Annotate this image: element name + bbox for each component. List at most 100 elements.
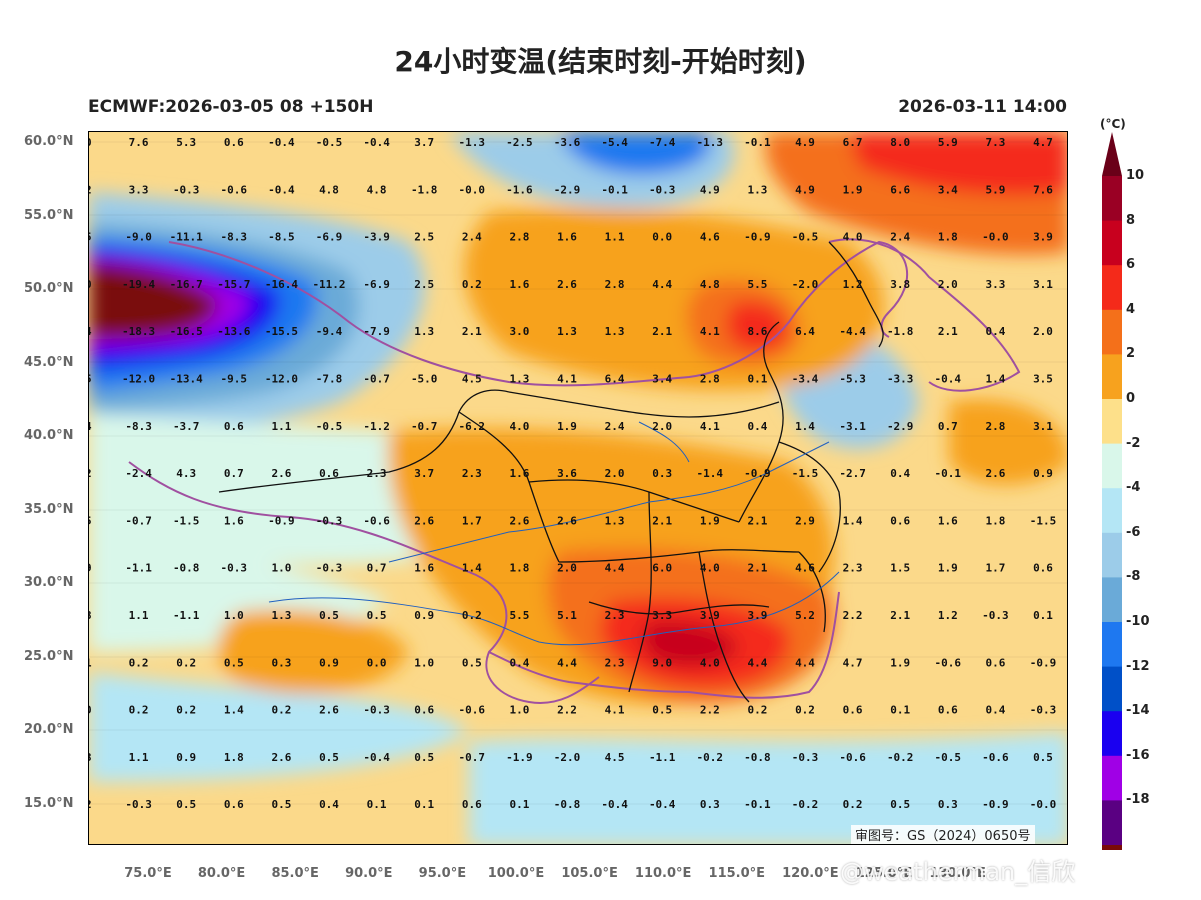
grid-value: 2.1 xyxy=(890,609,910,622)
grid-value: 2.0 xyxy=(1033,325,1053,338)
grid-value: 0.2 xyxy=(129,656,149,669)
grid-value: -0.6 xyxy=(221,183,248,196)
grid-value: 1.6 xyxy=(509,467,529,480)
grid-value: 0.9 xyxy=(319,656,339,669)
grid-value: 7.3 xyxy=(985,136,1005,149)
grid-value: 4.8 xyxy=(367,183,387,196)
grid-value: 3.4 xyxy=(652,373,672,386)
grid-value: 0.5 xyxy=(890,798,910,811)
grid-value: 2.6 xyxy=(557,514,577,527)
latitude-label: 15.0°N xyxy=(24,795,74,811)
colorbar-label: -8 xyxy=(1126,569,1141,585)
longitude-label: 105.0°E xyxy=(561,866,618,881)
grid-value: -6.2 xyxy=(459,420,486,433)
province-borders xyxy=(218,241,884,703)
grid-value: -2.7 xyxy=(839,467,866,480)
grid-value: 1.1 xyxy=(129,609,149,622)
grid-value: 4.4 xyxy=(747,656,767,669)
grid-value: -0.8 xyxy=(744,751,771,764)
grid-value: 4.1 xyxy=(605,704,625,717)
grid-value: 3.3 xyxy=(985,278,1005,291)
grid-value: 4.7 xyxy=(843,656,863,669)
grid-value: 1.6 xyxy=(509,278,529,291)
grid-value: 1.9 xyxy=(938,562,958,575)
grid-value: 4 xyxy=(89,420,92,433)
grid-value: 6.7 xyxy=(843,136,863,149)
grid-value: 1.3 xyxy=(557,325,577,338)
grid-value: 6.0 xyxy=(652,562,672,575)
grid-value: 3.3 xyxy=(652,609,672,622)
grid-value: 3.4 xyxy=(938,183,958,196)
colorbar-band xyxy=(1102,532,1122,578)
grid-value: 1.2 xyxy=(938,609,958,622)
grid-value: 0 xyxy=(89,136,92,149)
grid-value: 9.0 xyxy=(652,656,672,669)
colorbar-label: -4 xyxy=(1126,480,1141,496)
grid-value: 1.0 xyxy=(509,704,529,717)
grid-value: 2.4 xyxy=(605,420,625,433)
grid-value: 8.0 xyxy=(890,136,910,149)
chart-title: 24小时变温(结束时刻-开始时刻) xyxy=(394,45,807,78)
grid-value: -0.1 xyxy=(935,467,962,480)
colorbar-band xyxy=(1102,755,1122,801)
grid-value: -6.9 xyxy=(363,278,390,291)
grid-value: -0.3 xyxy=(316,514,343,527)
grid-value: 0.6 xyxy=(843,704,863,717)
grid-value: -1.2 xyxy=(363,420,390,433)
grid-value: -12.0 xyxy=(265,373,298,386)
grid-value: 4.0 xyxy=(509,420,529,433)
longitude-label: 130.0°E xyxy=(929,866,986,881)
grid-value: -0.7 xyxy=(459,751,486,764)
grid-value: -8.3 xyxy=(125,420,152,433)
grid-value: 0.1 xyxy=(890,704,910,717)
grid-value: 1.9 xyxy=(700,514,720,527)
grid-value: -0.3 xyxy=(649,183,676,196)
grid-value: 0.4 xyxy=(985,325,1005,338)
grid-value: -11.2 xyxy=(312,278,345,291)
grid-value: -5.4 xyxy=(601,136,628,149)
grid-value: 1.8 xyxy=(509,562,529,575)
grid-value: 3.1 xyxy=(1033,278,1053,291)
colorbar-label: 2 xyxy=(1126,346,1136,362)
grid-value: -1.4 xyxy=(697,467,724,480)
grid-value: 0.6 xyxy=(319,467,339,480)
grid-value: 0.0 xyxy=(367,656,387,669)
grid-value: 4.4 xyxy=(605,562,625,575)
grid-value: 0.2 xyxy=(843,798,863,811)
grid-value: 4.8 xyxy=(319,183,339,196)
grid-value: 3 xyxy=(89,751,92,764)
grid-value: 3.0 xyxy=(509,325,529,338)
grid-value: -5.0 xyxy=(411,373,438,386)
grid-value: -0.6 xyxy=(839,751,866,764)
grid-value: -0.3 xyxy=(316,562,343,575)
grid-value: -15.7 xyxy=(217,278,250,291)
grid-value: 2.0 xyxy=(652,420,672,433)
grid-value: -0.4 xyxy=(363,751,390,764)
grid-value: 0.6 xyxy=(414,704,434,717)
grid-value: -0.9 xyxy=(982,798,1009,811)
grid-value: -1.5 xyxy=(1030,514,1057,527)
grid-value: -1.8 xyxy=(411,183,438,196)
grid-value: 5 xyxy=(89,514,92,527)
grid-value: 1.8 xyxy=(938,231,958,244)
grid-value: 3.8 xyxy=(890,278,910,291)
grid-value: 0 xyxy=(89,704,92,717)
grid-value: -19.4 xyxy=(122,278,155,291)
grid-value: 2.3 xyxy=(843,562,863,575)
map-approval-number: 审图号：GS（2024）0650号 xyxy=(851,825,1035,844)
map-panel[interactable]: 0 7.6 5.3 0.6 -0.4 -0.5 -0.4 3.7 -1.3 -2.5 -3.6 -5.… xyxy=(88,131,1068,845)
grid-value: -0.5 xyxy=(316,420,343,433)
grid-value: -0.9 xyxy=(744,231,771,244)
colorbar-label: -12 xyxy=(1126,658,1150,674)
grid-value: 0.2 xyxy=(176,656,196,669)
country-borders xyxy=(128,238,1021,704)
grid-value: -0.5 xyxy=(792,231,819,244)
grid-value: 2.5 xyxy=(414,231,434,244)
grid-value: -9.5 xyxy=(221,373,248,386)
latitude-label: 45.0°N xyxy=(24,354,74,370)
grid-value: 2 xyxy=(89,467,92,480)
grid-value: -0.5 xyxy=(316,136,343,149)
grid-value: 1.6 xyxy=(414,562,434,575)
grid-value: -4.4 xyxy=(839,325,866,338)
grid-value: 0.9 xyxy=(176,751,196,764)
